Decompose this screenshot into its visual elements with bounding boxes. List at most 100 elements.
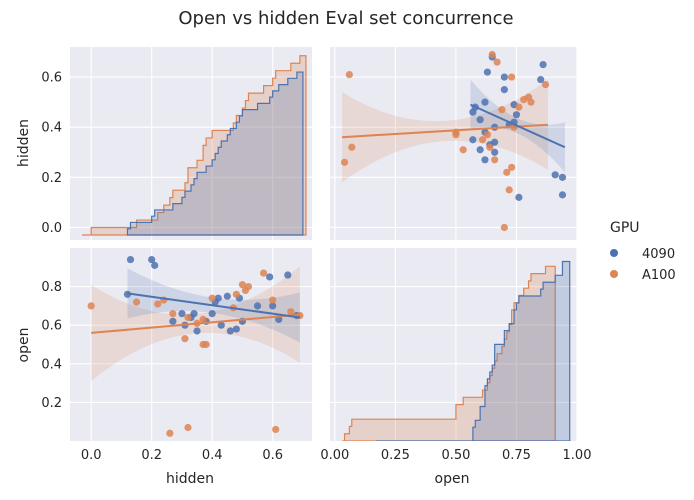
scatter-point-4090: [476, 146, 484, 154]
panel-background: [330, 47, 577, 240]
panel-plot-area: [330, 248, 577, 441]
regression-line-4090: [470, 103, 566, 149]
y-tick-label: 0.4: [41, 121, 62, 136]
scatter-point-4090: [476, 116, 484, 124]
y-tick-label: 0.2: [41, 171, 62, 186]
scatter-point-4090: [539, 60, 547, 69]
scatter-point-4090: [151, 261, 159, 269]
scatter-point-A100: [486, 143, 494, 151]
x-tick-label: 1.00: [563, 448, 592, 463]
legend-marker-4090: [610, 249, 618, 257]
scatter-point-A100: [260, 269, 268, 277]
scatter-point-A100: [272, 425, 280, 434]
scatter-point-A100: [340, 158, 349, 166]
scatter-point-A100: [524, 93, 533, 101]
scatter-point-A100: [166, 429, 174, 437]
panel-plot-area: [330, 47, 577, 240]
scatter-point-A100: [452, 131, 460, 139]
scatter-point-4090: [169, 317, 177, 325]
panel-background: [70, 248, 312, 441]
scatter-point-4090: [558, 173, 567, 181]
scatter-point-A100: [199, 340, 207, 349]
scatter-point-A100: [348, 143, 356, 151]
scatter-point-4090: [178, 310, 186, 318]
scatter-point-A100: [500, 223, 508, 232]
x-tick-label: 0.6: [262, 448, 283, 463]
scatter-point-A100: [199, 315, 207, 324]
scatter-point-4090: [284, 271, 292, 279]
y-tick-label: 0.6: [41, 319, 62, 334]
scatter-point-4090: [491, 138, 499, 146]
x-tick-label: 0.50: [441, 448, 470, 463]
legend-label-A100: A100: [642, 268, 676, 283]
scatter-point-4090: [223, 292, 231, 300]
scatter-point-A100: [459, 146, 467, 154]
legend-label-4090: 4090: [642, 247, 675, 262]
scatter-point-4090: [537, 75, 545, 84]
scatter-point-A100: [287, 308, 295, 316]
scatter-point-4090: [126, 255, 135, 264]
scatter-point-4090: [226, 327, 234, 335]
x-axis-label-hidden: hidden: [166, 471, 214, 487]
scatter-point-4090: [500, 73, 508, 81]
scatter-point-A100: [508, 163, 516, 171]
scatter-point-4090: [481, 156, 489, 164]
legend: GPU 4090 A100: [610, 220, 676, 283]
panel-open-vs-hidden: [70, 248, 312, 441]
scatter-point-A100: [269, 296, 277, 304]
scatter-point-4090: [551, 171, 559, 179]
ecdf-area-hidden-A100: [82, 55, 307, 236]
panel-background: [330, 248, 577, 441]
x-tick-label: 0.4: [202, 448, 223, 463]
scatter-point-4090: [469, 136, 477, 144]
y-axis-label-open: open: [16, 328, 32, 363]
scatter-point-A100: [493, 58, 501, 66]
scatter-point-4090: [269, 302, 277, 310]
panel-plot-area: [70, 47, 312, 240]
scatter-point-A100: [478, 136, 487, 144]
scatter-point-A100: [491, 156, 499, 164]
x-tick-label: 0.00: [320, 448, 349, 463]
y-axis-label-hidden: hidden: [16, 119, 32, 167]
legend-title: GPU: [610, 220, 640, 236]
y-tick-label: 0.8: [41, 280, 62, 295]
scatter-point-A100: [154, 300, 162, 308]
scatter-point-4090: [148, 255, 156, 264]
scatter-point-A100: [169, 310, 177, 318]
scatter-point-A100: [244, 283, 253, 291]
x-axis-label-open: open: [435, 471, 470, 487]
scatter-point-4090: [483, 68, 492, 76]
x-tick-label: 0.25: [381, 448, 410, 463]
scatter-point-A100: [184, 423, 192, 432]
y-tick-label: 0.4: [41, 357, 62, 372]
x-tick-label: 0.75: [502, 448, 531, 463]
scatter-point-A100: [503, 168, 511, 176]
regression-line-4090: [127, 292, 301, 319]
regression-line-A100: [91, 313, 300, 334]
scatter-point-A100: [208, 294, 216, 302]
ecdf-area-hidden-4090: [126, 71, 304, 236]
y-tick-label: 0.0: [41, 221, 62, 236]
scatter-point-A100: [181, 335, 189, 343]
scatter-point-4090: [253, 302, 262, 310]
scatter-point-4090: [512, 111, 521, 119]
scatter-point-4090: [190, 310, 198, 318]
scatter-point-4090: [217, 321, 225, 329]
panel-hidden-ecdf: [70, 47, 312, 240]
chart-title: Open vs hidden Eval set concurrence: [178, 8, 513, 29]
panel-open-ecdf: [330, 248, 577, 441]
scatter-point-A100: [184, 313, 192, 322]
scatter-point-4090: [232, 325, 240, 333]
scatter-point-A100: [345, 70, 353, 79]
scatter-point-A100: [515, 103, 523, 111]
scatter-point-4090: [469, 108, 477, 116]
scatter-point-A100: [238, 281, 247, 289]
panel-background: [70, 47, 312, 240]
scatter-point-4090: [558, 191, 567, 199]
scatter-point-4090: [515, 193, 523, 201]
scatter-point-A100: [488, 50, 496, 59]
ecdf-area-open-A100: [342, 265, 556, 441]
regression-line-A100: [342, 123, 549, 139]
axes-labels: hidden open hidden open 0.0 0.2 0.4 0.6 0.0 0…: [16, 71, 591, 487]
